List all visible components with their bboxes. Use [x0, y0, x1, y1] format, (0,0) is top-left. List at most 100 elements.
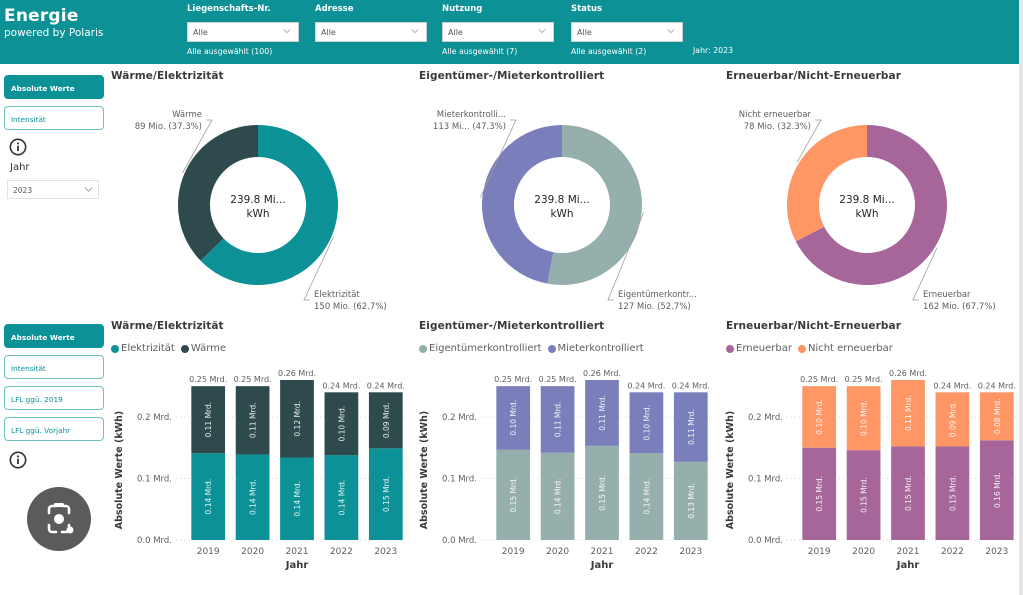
- x-axis-title: Jahr: [285, 560, 309, 571]
- bar-segment-label: 0.08 Mrd.: [993, 398, 1002, 434]
- bar-segment-label: 0.14 Mrd.: [642, 479, 651, 515]
- bar-segment-mieterkontrolliert[interactable]: [540, 386, 575, 453]
- scrollbar-track[interactable]: [1019, 0, 1023, 595]
- bar-segment-eigentuemerkontrolliert[interactable]: [629, 453, 664, 540]
- lfl-vorjahr-button[interactable]: LFL ggü. Vorjahr: [4, 417, 104, 441]
- bar-segment-label: 0.15 Mrd.: [815, 476, 824, 512]
- bar-segment-elektrizitaet[interactable]: [280, 457, 314, 540]
- filter-adresse: Adresse Alle: [315, 4, 427, 47]
- adresse-dropdown[interactable]: Alle: [315, 22, 427, 42]
- donut-slice-elektrizitaet[interactable]: [200, 125, 338, 285]
- bar-segment-mieterkontrolliert[interactable]: [673, 392, 708, 462]
- header-bar: Energie powered by Polaris Liegenschafts…: [0, 0, 1019, 64]
- legend-item-erneuerbar[interactable]: Erneuerbar: [726, 343, 792, 354]
- bar-segment-mieterkontrolliert[interactable]: [585, 380, 619, 446]
- bar-segment-label: 0.14 Mrd.: [204, 479, 213, 515]
- absolute-werte-button[interactable]: Absolute Werte: [4, 75, 104, 99]
- donut-label-name: Eigentümerkontr...: [618, 290, 697, 300]
- intensitaet-button[interactable]: Intensität: [4, 355, 104, 379]
- filter-label: Liegenschafts-Nr.: [187, 4, 271, 14]
- x-tick-label: 2020: [241, 547, 264, 557]
- bar-segment-nicht-erneuerbar[interactable]: [846, 386, 881, 451]
- bar-segment-erneuerbar[interactable]: [802, 447, 837, 540]
- donut-slice-erneuerbar[interactable]: [795, 125, 947, 285]
- legend-label: Erneuerbar: [736, 343, 792, 354]
- info-icon[interactable]: [9, 451, 27, 469]
- bar-segment-waerme[interactable]: [368, 392, 403, 449]
- bar-segment-mieterkontrolliert[interactable]: [496, 386, 531, 450]
- bar-segment-waerme[interactable]: [324, 392, 359, 456]
- bar-segment-erneuerbar[interactable]: [846, 450, 881, 540]
- donut-label-name: Elektrizität: [314, 290, 360, 300]
- legend-dot-icon: [726, 344, 734, 353]
- nutzung-dropdown[interactable]: Alle: [442, 22, 554, 42]
- bar-segment-erneuerbar[interactable]: [979, 440, 1014, 540]
- bar-segment-nicht-erneuerbar[interactable]: [891, 380, 925, 447]
- liegenschafts-nr-dropdown[interactable]: Alle: [187, 22, 299, 42]
- donut-slice-mieterkontrolliert[interactable]: [482, 125, 562, 284]
- bar-segment-eigentuemerkontrolliert[interactable]: [673, 461, 708, 540]
- legend-item-eigentuemer[interactable]: Eigentümerkontrolliert: [419, 343, 542, 354]
- chevron-down-icon: [283, 29, 291, 34]
- y-tick-label: 0.2 Mrd.: [137, 413, 172, 423]
- bar-segment-waerme[interactable]: [280, 380, 314, 458]
- bar-segment-label: 0.15 Mrd.: [860, 477, 869, 513]
- bar-segment-waerme[interactable]: [235, 386, 270, 455]
- bar-chart-waerme-elektrizitaet: Absolute Werte (kWh) 0.0 Mrd. 0.1 Mrd. 0.2 …: [114, 369, 408, 571]
- camera-lens-icon: [47, 503, 74, 534]
- leader-line: [479, 119, 517, 198]
- dropdown-value: Alle: [448, 28, 463, 37]
- bar-segment-nicht-erneuerbar[interactable]: [935, 392, 970, 447]
- x-tick-label: 2022: [635, 547, 658, 557]
- donut-center-unit: kWh: [246, 208, 269, 220]
- bar-segment-waerme[interactable]: [191, 386, 226, 454]
- donut-title-waerme-elektrizitaet: Wärme/Elektrizität: [111, 70, 224, 82]
- filter-nutzung: Nutzung Alle Alle ausgewählt (7): [442, 4, 554, 56]
- info-icon[interactable]: [9, 138, 27, 156]
- bar-segment-eigentuemerkontrolliert[interactable]: [496, 449, 531, 540]
- absolute-werte-button[interactable]: Absolute Werte: [4, 324, 104, 348]
- legend-item-mieter[interactable]: Mieterkontrolliert: [547, 343, 644, 354]
- donut-slice-waerme[interactable]: [178, 125, 258, 261]
- donut-chart-erneuerbar: 239.8 Mi... kWh Erneuerbar 162 Mio. (67.7%)…: [739, 110, 996, 312]
- x-axis-title: Jahr: [896, 560, 920, 571]
- lfl-2019-button[interactable]: LFL ggü. 2019: [4, 386, 104, 410]
- filter-liegenschafts-nr: Liegenschafts-Nr. Alle Alle ausgewählt (…: [187, 4, 299, 56]
- legend-item-elektrizitaet[interactable]: Elektrizität: [111, 343, 175, 354]
- donut-center-unit: kWh: [855, 208, 878, 220]
- leader-line: [303, 236, 334, 301]
- bar-segment-nicht-erneuerbar[interactable]: [802, 386, 837, 448]
- bar-total-label: 0.24 Mrd.: [672, 381, 710, 390]
- leader-line: [796, 119, 822, 163]
- x-tick-label: 2021: [591, 547, 614, 557]
- x-tick-label: 2019: [197, 547, 220, 557]
- intensitaet-button[interactable]: Intensität: [4, 106, 104, 130]
- bar-segment-mieterkontrolliert[interactable]: [629, 392, 664, 454]
- bar-segment-elektrizitaet[interactable]: [368, 448, 403, 540]
- bar-segment-label: 0.12 Mrd.: [293, 401, 302, 437]
- x-axis-title: Jahr: [590, 560, 614, 571]
- bar-segment-elektrizitaet[interactable]: [324, 455, 359, 540]
- lens-button[interactable]: [27, 487, 91, 551]
- bar-segment-erneuerbar[interactable]: [891, 446, 925, 540]
- legend-dot-icon: [797, 344, 806, 353]
- bar-segment-erneuerbar[interactable]: [935, 446, 970, 540]
- year-dropdown[interactable]: 2023: [7, 180, 99, 199]
- bar-total-label: 0.25 Mrd.: [800, 375, 838, 384]
- bar-segment-eigentuemerkontrolliert[interactable]: [540, 452, 575, 540]
- bar-segment-elektrizitaet[interactable]: [235, 454, 270, 540]
- donut-slice-nicht-erneuerbar[interactable]: [787, 125, 867, 242]
- donut-chart-waerme-elektrizitaet: 239.8 Mi... kWh Elektrizität 150 Mio. (62.7…: [135, 110, 387, 312]
- legend-item-nicht-erneuerbar[interactable]: Nicht erneuerbar: [797, 343, 893, 354]
- legend-item-waerme[interactable]: Wärme: [180, 343, 226, 354]
- donut-center-unit: kWh: [550, 208, 573, 220]
- legend-waerme-elektrizitaet: Elektrizität Wärme: [111, 343, 226, 354]
- donut-slice-eigentuemerkontrolliert[interactable]: [547, 125, 642, 285]
- y-tick-label: 0.2 Mrd.: [442, 413, 477, 423]
- bar-segment-nicht-erneuerbar[interactable]: [979, 392, 1014, 441]
- bar-segment-elektrizitaet[interactable]: [191, 453, 226, 540]
- bar-segment-eigentuemerkontrolliert[interactable]: [585, 445, 619, 540]
- legend-label: Elektrizität: [121, 343, 175, 354]
- filter-note: Alle ausgewählt (7): [442, 47, 518, 56]
- status-dropdown[interactable]: Alle: [571, 22, 683, 42]
